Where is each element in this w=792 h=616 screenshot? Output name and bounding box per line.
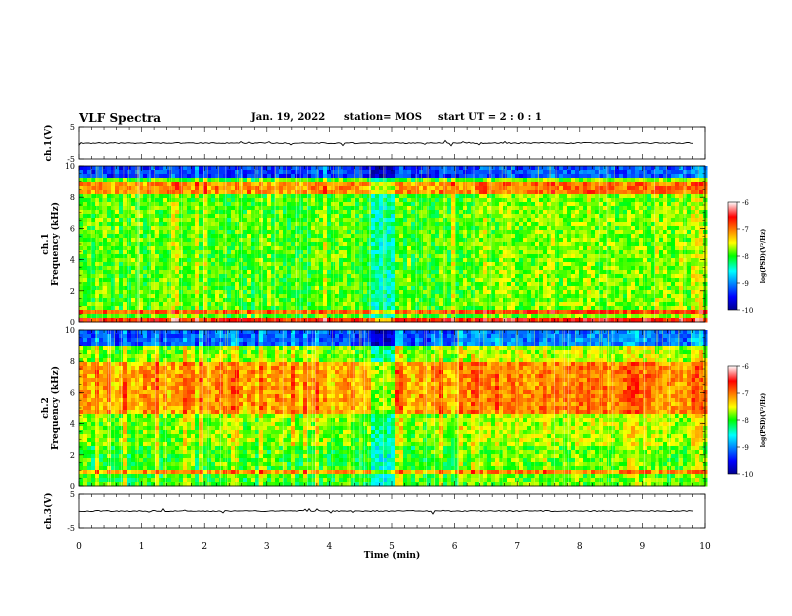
y-axis-label: ch.1(V) bbox=[43, 125, 54, 162]
y-tick-label: 6 bbox=[70, 388, 75, 397]
ch2-spectrogram-colorbar-tick: -8 bbox=[742, 417, 749, 425]
ch1-spectrogram-colorbar-label: log(PSD)(V²/Hz) bbox=[760, 229, 767, 284]
y-tick-label: 6 bbox=[70, 224, 75, 233]
ch2-spectrogram-colorbar-tick: -9 bbox=[742, 444, 749, 452]
ch1-spectrogram-colorbar-tick: -10 bbox=[742, 307, 753, 315]
x-tick-label: 3 bbox=[264, 542, 270, 552]
y-tick-label: 8 bbox=[70, 357, 75, 366]
y-axis-label: ch.1 bbox=[41, 233, 51, 254]
y-tick-label: 8 bbox=[70, 193, 75, 202]
y-tick-label: -5 bbox=[67, 155, 75, 164]
ch2-spectrogram-colorbar-label: log(PSD)(V²/Hz) bbox=[760, 393, 767, 448]
y-axis-label: Frequency (kHz) bbox=[50, 202, 61, 286]
y-axis-label: Frequency (kHz) bbox=[50, 366, 61, 450]
ch1-spectrogram-cells bbox=[79, 166, 708, 323]
x-tick-label: 9 bbox=[640, 542, 646, 552]
y-tick-label: 5 bbox=[70, 490, 75, 499]
y-tick-label: 4 bbox=[70, 256, 75, 265]
x-tick-label: 8 bbox=[577, 542, 583, 552]
y-tick-label: 0 bbox=[70, 482, 75, 491]
y-tick-label: 5 bbox=[70, 123, 75, 132]
x-tick-label: 0 bbox=[76, 542, 82, 552]
date-label: Jan. 19, 2022 bbox=[251, 112, 326, 123]
ch2-spectrogram-colorbar-tick: -10 bbox=[742, 471, 753, 479]
start-time-label: start UT = 2 : 0 : 1 bbox=[438, 112, 542, 123]
station-label: station= MOS bbox=[344, 112, 422, 123]
ch2-spectrogram-colorbar bbox=[727, 365, 738, 475]
x-tick-label: 10 bbox=[699, 542, 711, 552]
y-tick-label: 2 bbox=[70, 451, 75, 460]
y-tick-label: 2 bbox=[70, 287, 75, 296]
y-axis-label: ch.2 bbox=[41, 397, 51, 418]
ch2-spectrogram-colorbar-tick: -7 bbox=[742, 390, 749, 398]
ch1-spectrogram-colorbar bbox=[727, 201, 738, 311]
y-axis-label: ch.3(V) bbox=[43, 493, 54, 530]
x-tick-label: 1 bbox=[139, 542, 145, 552]
x-tick-label: 2 bbox=[201, 542, 207, 552]
figure-title: VLF Spectra bbox=[79, 111, 162, 125]
ch1-spectrogram-colorbar-tick: -9 bbox=[742, 280, 749, 288]
ch1-spectrogram-colorbar-tick: -6 bbox=[742, 199, 749, 207]
y-tick-label: 10 bbox=[65, 326, 75, 335]
y-tick-label: 0 bbox=[70, 318, 75, 327]
x-tick-label: 7 bbox=[514, 542, 520, 552]
ch1-waveform-trace bbox=[78, 139, 694, 147]
x-tick-label: 5 bbox=[389, 542, 395, 552]
ch3-waveform-trace bbox=[78, 507, 694, 515]
y-tick-label: 4 bbox=[70, 420, 75, 429]
x-tick-label: 6 bbox=[452, 542, 458, 552]
x-axis-label: Time (min) bbox=[364, 550, 421, 561]
x-tick-label: 4 bbox=[327, 542, 333, 552]
ch1-spectrogram-colorbar-tick: -7 bbox=[742, 226, 749, 234]
ch2-spectrogram-colorbar-tick: -6 bbox=[742, 363, 749, 371]
ch2-spectrogram-cells bbox=[78, 330, 708, 487]
y-tick-label: 10 bbox=[65, 162, 75, 171]
ch1-spectrogram-colorbar-tick: -8 bbox=[742, 253, 749, 261]
y-tick-label: -5 bbox=[67, 524, 75, 533]
